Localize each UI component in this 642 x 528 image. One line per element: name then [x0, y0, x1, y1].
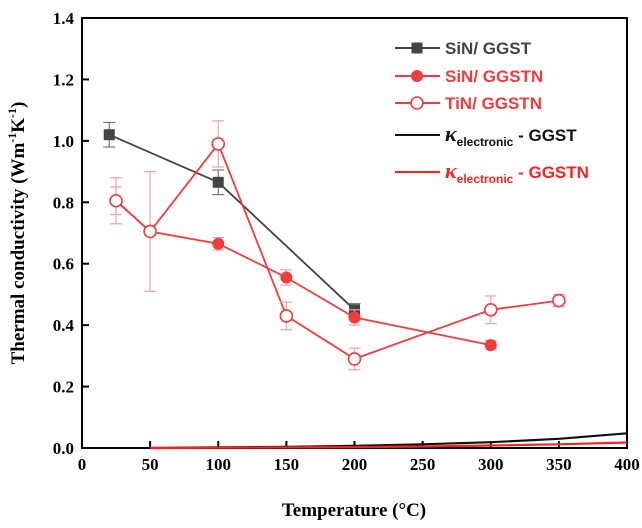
y-tick-label: 1.4: [53, 9, 75, 28]
x-tick-label: 0: [78, 455, 87, 474]
series-line: [115, 200, 491, 346]
data-point: [347, 352, 362, 366]
series-4: [150, 441, 628, 450]
y-tick-label: 0.0: [53, 439, 74, 458]
legend-marker: [411, 42, 423, 54]
series-line: [108, 133, 356, 311]
data-point: [212, 176, 224, 188]
y-axis-label: Thermal conductivity (Wm-1K-1): [5, 102, 29, 365]
y-axis-label-unit: K: [8, 118, 29, 133]
series-0: [103, 121, 361, 317]
y-axis-label-close: ): [8, 102, 29, 108]
data-point: [143, 224, 157, 239]
axis-ticks: 0 50 100 150 200 250 300 350 400 0.0 0.2 0.4 0.6 0.8 1…: [53, 9, 640, 474]
legend-subscript: electronic: [457, 172, 514, 186]
data-point: [279, 309, 294, 323]
x-tick-label: 350: [546, 455, 572, 474]
data-point: [348, 311, 361, 324]
y-tick-label: 1.2: [53, 70, 74, 89]
y-tick-label: 1.0: [53, 132, 74, 151]
y-tick-label: 0.8: [53, 193, 74, 212]
legend-marker: [411, 70, 423, 82]
series-line: [150, 441, 628, 450]
series-layer: [103, 120, 628, 450]
legend-kappa-symbol: κ: [445, 121, 458, 146]
legend-kappa-symbol: κ: [445, 158, 458, 183]
legend-label: κelectronic - GGST: [445, 121, 577, 149]
data-point: [212, 237, 225, 250]
legend-subscript: electronic: [457, 135, 514, 149]
series-2: [109, 120, 566, 371]
x-tick-label: 250: [410, 455, 436, 474]
y-tick-label: 0.2: [53, 378, 74, 397]
x-tick-label: 400: [614, 455, 640, 474]
data-point: [280, 271, 293, 284]
legend-suffix: - GGST: [513, 126, 577, 145]
legend-label: SiN/ GGST: [445, 39, 532, 58]
data-point: [103, 129, 115, 141]
legend-label: TiN/ GGSTN: [445, 94, 542, 113]
data-point: [109, 193, 123, 208]
plot-frame: [81, 17, 628, 449]
data-point: [211, 137, 226, 151]
y-tick-label: 0.6: [53, 255, 74, 274]
x-tick-label: 50: [142, 455, 159, 474]
legend-marker: [410, 96, 424, 110]
x-tick-label: 100: [206, 455, 232, 474]
y-axis-label-sup2: -1: [5, 108, 19, 118]
y-axis-label-sup1: -1: [5, 133, 19, 143]
x-tick-label: 300: [478, 455, 504, 474]
x-axis-label: Temperature (°C): [282, 500, 426, 521]
x-tick-label: 150: [274, 455, 300, 474]
data-point: [483, 302, 498, 317]
x-tick-label: 200: [342, 455, 368, 474]
y-tick-label: 0.4: [53, 316, 75, 335]
legend-label: κelectronic - GGSTN: [445, 158, 589, 186]
data-point: [484, 339, 497, 352]
y-axis-label-main: Thermal conductivity (Wm: [8, 143, 29, 365]
data-point: [552, 293, 566, 308]
legend-suffix: - GGSTN: [513, 163, 589, 182]
legend-label: SiN/ GGSTN: [445, 67, 543, 86]
